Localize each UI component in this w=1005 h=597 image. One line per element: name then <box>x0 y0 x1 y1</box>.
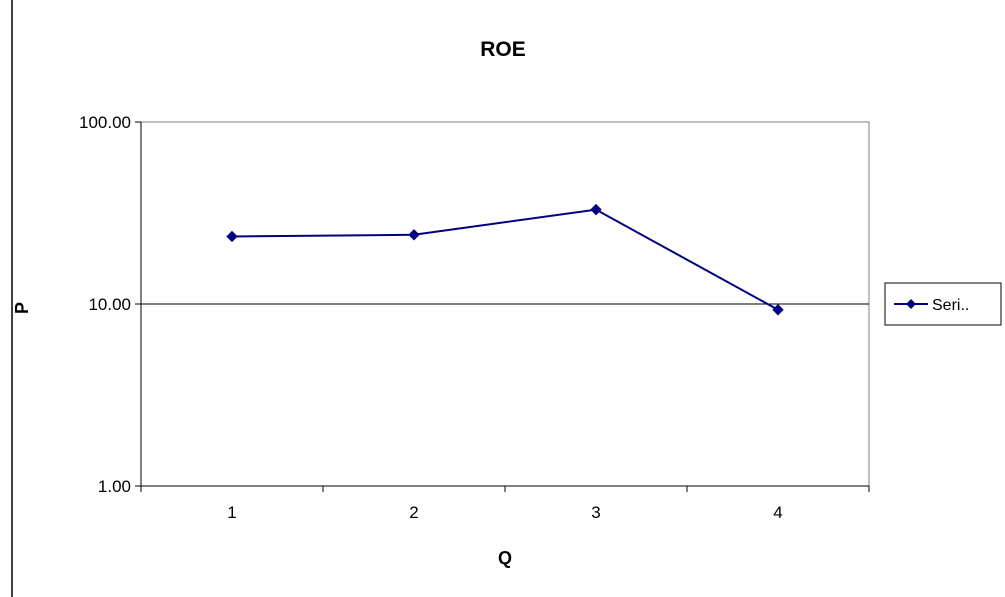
y-tick-label: 10.00 <box>88 295 131 314</box>
y-tick-label: 100.00 <box>79 113 131 132</box>
data-point-marker <box>772 304 784 316</box>
chart-title: ROE <box>480 38 526 61</box>
x-tick-labels: 1 2 3 4 <box>227 503 782 522</box>
data-point-marker <box>226 230 238 243</box>
x-tick-label: 4 <box>773 503 782 522</box>
x-tick-label: 3 <box>591 503 600 522</box>
data-point-marker <box>590 203 602 216</box>
y-tick-label: 1.00 <box>98 477 131 496</box>
series-layer <box>226 203 784 316</box>
axes <box>135 121 870 492</box>
series-line <box>231 208 779 311</box>
x-tick-label: 2 <box>409 503 418 522</box>
x-tick-label: 1 <box>227 503 236 522</box>
legend-series-marker <box>906 299 916 309</box>
legend: Seri.. <box>884 282 1002 326</box>
legend-series-label: Seri.. <box>932 297 969 314</box>
y-tick-labels: 1.00 10.00 100.00 <box>79 113 131 496</box>
y-axis-title: P <box>12 302 32 314</box>
data-point-marker <box>408 229 420 241</box>
x-axis-title: Q <box>498 548 512 568</box>
